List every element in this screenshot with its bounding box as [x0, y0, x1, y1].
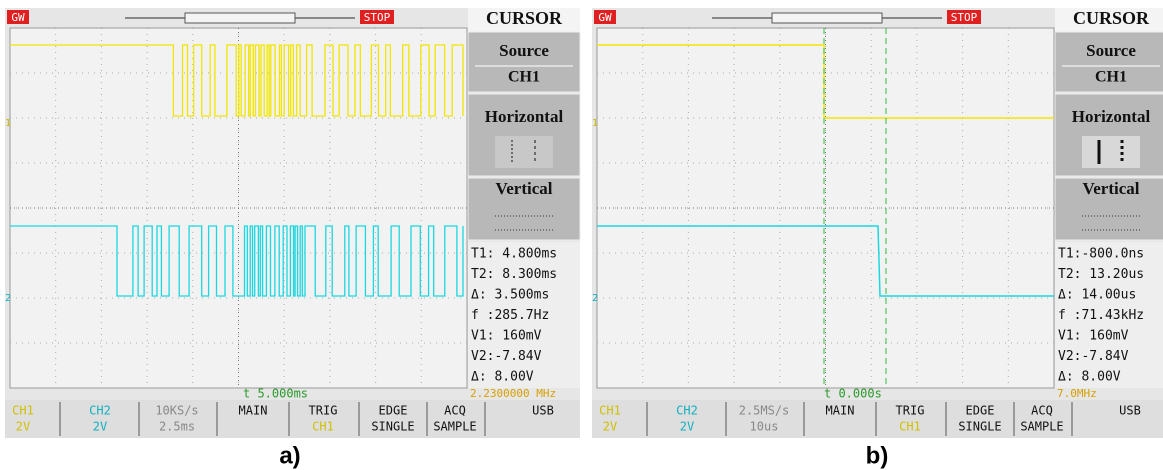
footer-label: TRIG [896, 404, 925, 418]
frequency: 2.2300000 MHz [470, 387, 556, 400]
footer-label: EDGE [966, 404, 995, 418]
menu-item: Source [499, 41, 549, 60]
footer-value: 2V [680, 420, 694, 434]
readout: f :71.43kHz [1058, 308, 1144, 323]
footer-value: 2V [603, 420, 617, 434]
ch2-marker: 2 [5, 293, 11, 304]
readout: V1: 160mV [471, 329, 542, 344]
readout: Δ: 8.00V [1058, 370, 1121, 385]
readout: V2:-7.84V [1058, 349, 1129, 364]
time-marker: t 0.000s [824, 387, 882, 401]
ch2-marker: 2 [592, 293, 598, 304]
menu-value: CH1 [1095, 69, 1127, 86]
scope-panel: GW STOP 1 2 CURSOR Source CH1 Horizontal Vertica… [5, 8, 580, 438]
readout: V1: 160mV [1058, 329, 1129, 344]
footer-label: CH2 [676, 404, 698, 418]
menu-title: CURSOR [486, 8, 563, 28]
panel-label: b) [866, 442, 889, 469]
footer-value: SINGLE [958, 420, 1001, 434]
readout: f :285.7Hz [471, 308, 549, 323]
footer-label: TRIG [309, 404, 338, 418]
readout: T2: 8.300ms [471, 267, 557, 282]
readout: T2: 13.20us [1058, 267, 1144, 282]
footer-value: 2V [16, 420, 30, 434]
footer-label: USB [1119, 404, 1141, 418]
readout: T1:-800.0ns [1058, 247, 1144, 262]
menu-title: CURSOR [1073, 8, 1150, 28]
footer-label: CH1 [599, 404, 621, 418]
ch1-marker: 1 [5, 118, 11, 129]
footer-value: SAMPLE [433, 420, 476, 434]
readout: Δ: 14.00us [1058, 288, 1136, 303]
footer-value: 10us [750, 420, 779, 434]
memory-window [772, 13, 882, 23]
cursor-icon [495, 136, 553, 168]
cursor-icon [1082, 136, 1140, 168]
time-marker: t 5.000ms [243, 387, 308, 401]
readout: V2:-7.84V [471, 349, 542, 364]
footer-label: CH1 [12, 404, 34, 418]
ch1-marker: 1 [592, 118, 598, 129]
scope-panel: GW STOP 1 2 CURSOR Source CH1 Horizontal Vertica… [592, 8, 1163, 438]
readout: Δ: 3.500ms [471, 288, 549, 303]
footer-label: EDGE [379, 404, 408, 418]
readout: T1: 4.800ms [471, 247, 557, 262]
footer-value: SINGLE [371, 420, 414, 434]
brand: GW [598, 11, 612, 24]
menu-item: Horizontal [1072, 107, 1151, 126]
footer-value: 2.5ms [159, 420, 195, 434]
footer-label: CH2 [89, 404, 111, 418]
footer-label: USB [532, 404, 554, 418]
figure: GW STOP 1 2 CURSOR Source CH1 Horizontal Vertica… [0, 0, 1163, 470]
footer-value: CH1 [899, 420, 921, 434]
footer-value: CH1 [312, 420, 334, 434]
menu-item: Source [1086, 41, 1136, 60]
memory-window [185, 13, 295, 23]
brand: GW [11, 11, 25, 24]
readout: Δ: 8.00V [471, 370, 534, 385]
menu-item: Vertical [496, 179, 553, 198]
frequency: 7.0MHz [1057, 387, 1097, 400]
footer-label: 10KS/s [155, 404, 198, 418]
footer-label: MAIN [239, 404, 268, 418]
footer-value: SAMPLE [1020, 420, 1063, 434]
footer-value: 2V [93, 420, 107, 434]
menu-item: Horizontal [485, 107, 564, 126]
footer-label: ACQ [444, 404, 466, 418]
menu-item: Vertical [1083, 179, 1140, 198]
footer-label: MAIN [826, 404, 855, 418]
status: STOP [951, 11, 978, 24]
panel-label: a) [279, 442, 300, 469]
status: STOP [364, 11, 391, 24]
footer-label: 2.5MS/s [739, 404, 790, 418]
footer-label: ACQ [1031, 404, 1053, 418]
menu-value: CH1 [508, 69, 540, 86]
